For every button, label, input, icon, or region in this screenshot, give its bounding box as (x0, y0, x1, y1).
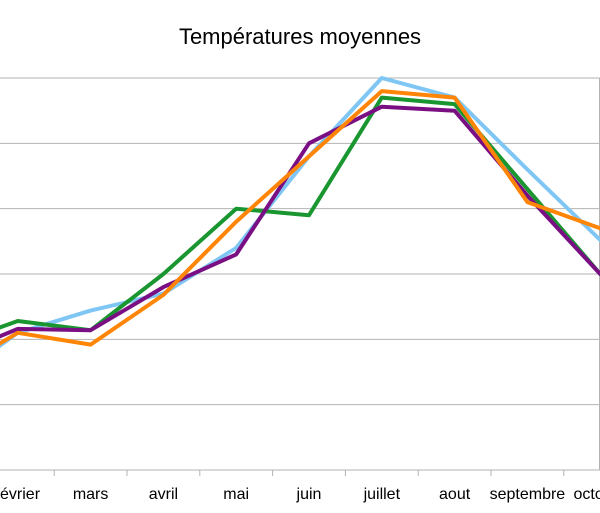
series-lines (0, 76, 600, 349)
x-axis (0, 469, 600, 476)
x-tick-label: septembre (490, 486, 566, 503)
grid-lines (0, 77, 600, 470)
x-tick-labels: janvierfévriermarsavrilmaijuinjuilletaou… (0, 486, 600, 503)
x-tick-label: mars (73, 486, 109, 503)
x-tick-label: juillet (363, 486, 401, 503)
x-tick-label: mai (223, 486, 249, 503)
chart-title: Températures moyennes (178, 24, 422, 49)
series-line (0, 89, 600, 347)
x-tick-label: octobre (574, 486, 600, 503)
x-tick-label: février (0, 486, 41, 503)
x-tick-label: aout (439, 486, 471, 503)
series-line (0, 104, 600, 339)
x-tick-label: juin (296, 486, 322, 503)
x-tick-label: avril (149, 486, 178, 503)
